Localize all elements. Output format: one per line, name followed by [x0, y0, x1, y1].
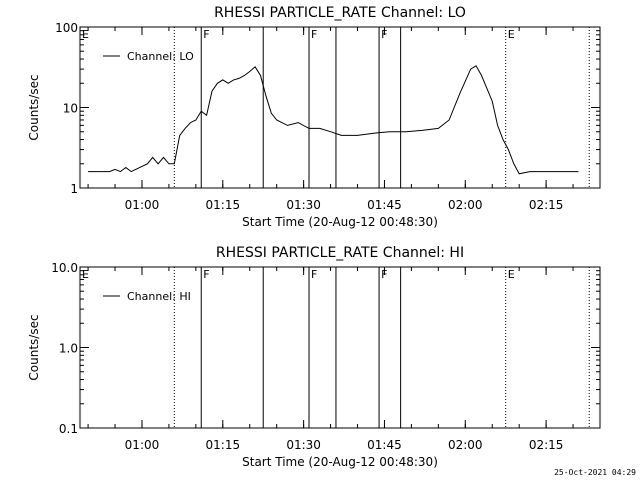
x-tick-label: 01:00 [125, 198, 160, 212]
x-tick-label: 02:00 [448, 198, 483, 212]
event-marker-label: F [311, 268, 317, 281]
chart-title: RHESSI PARTICLE_RATE Channel: HI [216, 245, 464, 261]
event-marker-label: F [311, 28, 317, 41]
x-tick-label: 01:30 [286, 198, 321, 212]
x-tick-label: 01:45 [367, 438, 402, 452]
y-tick-label: 1 [70, 182, 78, 196]
x-tick-label: 01:00 [125, 438, 160, 452]
x-tick-label: 02:00 [448, 438, 483, 452]
y-tick-label: 0.1 [59, 422, 78, 436]
event-marker-label: E [82, 268, 89, 281]
event-marker-label: F [203, 268, 209, 281]
x-tick-label: 01:45 [367, 198, 402, 212]
y-tick-label: 100 [55, 21, 78, 35]
x-tick-label: 02:15 [529, 438, 564, 452]
y-axis-label: Counts/sec [27, 314, 41, 380]
x-tick-label: 01:30 [286, 438, 321, 452]
panel-lo: RHESSI PARTICLE_RATE Channel: LO Counts/s… [27, 5, 601, 229]
x-tick-label: 01:15 [206, 438, 241, 452]
y-tick-label: 1.0 [59, 342, 78, 356]
x-axis-label: Start Time (20-Aug-12 00:48:30) [242, 215, 438, 229]
event-marker-label: F [381, 28, 387, 41]
event-marker-label: F [381, 268, 387, 281]
x-axis-label: Start Time (20-Aug-12 00:48:30) [242, 455, 438, 469]
x-tick-label: 01:15 [206, 198, 241, 212]
y-axis-label: Counts/sec [27, 74, 41, 140]
y-tick-label: 10 [63, 102, 78, 116]
y-tick-label: 10.0 [51, 261, 78, 275]
legend-label: Channel: LO [127, 50, 194, 63]
chart-title: RHESSI PARTICLE_RATE Channel: LO [214, 5, 466, 21]
event-marker-label: F [203, 28, 209, 41]
legend-label: Channel: HI [127, 290, 191, 303]
series-line [88, 65, 579, 175]
x-tick-label: 02:15 [529, 198, 564, 212]
panel-hi: RHESSI PARTICLE_RATE Channel: HI Counts/s… [27, 245, 601, 469]
generation-timestamp: 25-Oct-2021 04:29 [554, 468, 636, 477]
event-marker-label: E [508, 28, 515, 41]
event-marker-label: E [508, 268, 515, 281]
event-marker-label: E [82, 28, 89, 41]
